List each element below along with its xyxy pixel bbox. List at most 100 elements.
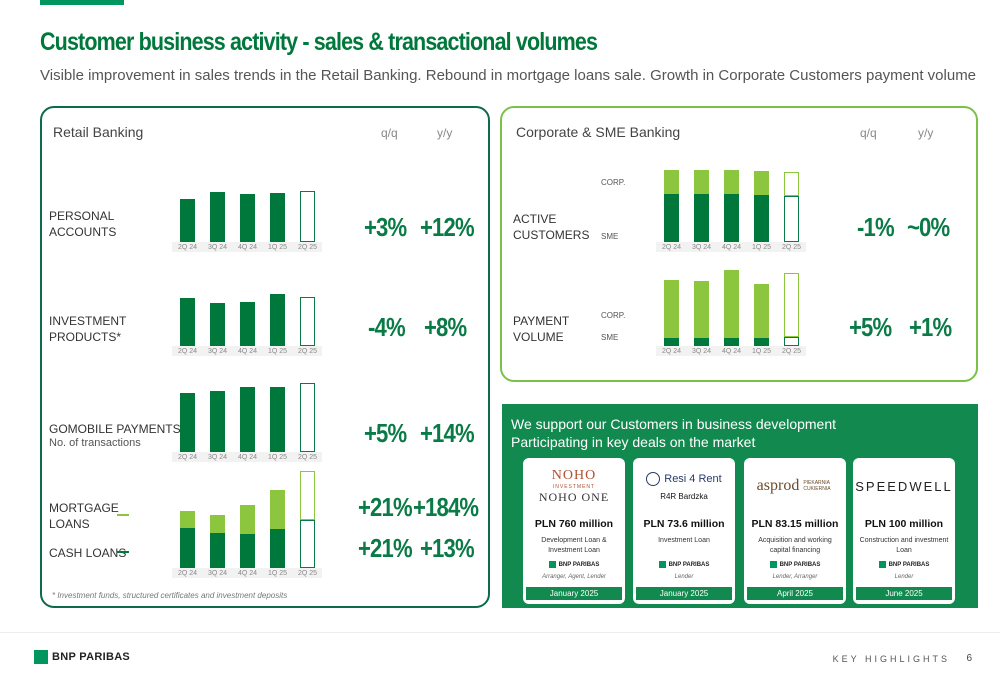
deal-date: January 2025 (526, 587, 622, 600)
asprod-logo: asprod PIEKARNIA CUKIERNIA (756, 477, 831, 494)
bar-2q25 (300, 297, 315, 346)
bar-1q25 (270, 193, 285, 242)
chart-baseline (172, 568, 322, 578)
x-tick-label: 4Q 24 (238, 244, 258, 251)
deal-role: Arranger, Agent, Lender (542, 574, 606, 580)
cash-yy: +13% (420, 533, 475, 563)
resi4rent-logo: Resi 4 Rent R4R Bardzka (633, 462, 735, 510)
bar-2q24 (180, 199, 195, 242)
chart-baseline (172, 452, 322, 462)
bar-2q25 (300, 191, 315, 242)
bar-3q24 (210, 303, 225, 346)
speedwell-logo: SPEEDWELL (855, 478, 953, 494)
bar-mortgage-4q24 (240, 505, 255, 534)
bar-1q25 (270, 294, 285, 346)
active-customers-label: ACTIVE CUSTOMERS (513, 212, 590, 242)
deal-description: Investment Loan (658, 537, 710, 544)
chart-baseline (172, 242, 322, 252)
deal-role: Lender (894, 574, 914, 580)
deal-date: January 2025 (636, 587, 732, 600)
bar-4q24 (240, 194, 255, 242)
bar-corp-4q24 (724, 270, 739, 338)
payment-corp-label: CORP. (601, 311, 626, 320)
bar-3q24 (210, 192, 225, 242)
payment-volume-qq: +5% (849, 312, 892, 342)
investment-products-yy: +8% (424, 312, 467, 342)
x-tick-label: 4Q 24 (238, 348, 258, 355)
x-tick-label: 2Q 24 (178, 348, 198, 355)
active-sme-label: SME (601, 232, 619, 241)
bar-corp-2q25 (784, 172, 799, 196)
bar-mortgage-2q25 (300, 471, 315, 520)
gomobile-yy: +14% (420, 418, 475, 448)
bar-corp-2q24 (664, 170, 679, 194)
x-tick-label: 1Q 25 (752, 244, 772, 251)
x-tick-label: 3Q 24 (692, 348, 712, 355)
bar-cash-2q25 (300, 520, 315, 568)
x-tick-label: 2Q 25 (298, 454, 318, 461)
retail-banking-panel (40, 106, 490, 608)
bar-1q25 (270, 387, 285, 452)
bar-sme-3q24 (694, 338, 709, 346)
deal-card-noho[interactable]: NOHO INVESTMENT NOHO ONE PLN 760 million… (523, 458, 625, 604)
bar-corp-2q24 (664, 280, 679, 338)
investment-products-label: INVESTMENT PRODUCTS* (49, 314, 127, 344)
deal-description: Construction and investment Loan (859, 537, 949, 554)
x-tick-label: 1Q 25 (268, 348, 288, 355)
x-tick-label: 2Q 24 (178, 244, 198, 251)
bar-4q24 (240, 387, 255, 452)
payment-volume-yy: +1% (909, 312, 952, 342)
corporate-col-yy: y/y (918, 126, 934, 140)
cash-qq: +21% (358, 533, 413, 563)
bar-sme-3q24 (694, 194, 709, 242)
x-tick-label: 1Q 25 (268, 570, 288, 577)
deal-card-asprod[interactable]: asprod PIEKARNIA CUKIERNIA PLN 83.15 mill… (744, 458, 846, 604)
corporate-panel-title: Corporate & SME Banking (516, 124, 681, 140)
chart-baseline (656, 242, 806, 252)
x-tick-label: 4Q 24 (238, 570, 258, 577)
retail-col-qq: q/q (381, 126, 398, 140)
x-tick-label: 3Q 24 (208, 348, 228, 355)
deal-description: Development Loan & Investment Loan (541, 537, 607, 554)
bar-3q24 (210, 391, 225, 452)
bar-corp-1q25 (754, 171, 769, 195)
payment-volume-chart: 2Q 24 3Q 24 4Q 24 1Q 25 2Q 25 (656, 268, 806, 356)
top-accent-bar (40, 0, 124, 5)
deal-bank: BNP PARIBAS (523, 561, 625, 568)
bar-2q24 (180, 298, 195, 346)
x-tick-label: 3Q 24 (208, 570, 228, 577)
deal-amount: PLN 100 million (864, 518, 944, 530)
x-tick-label: 3Q 24 (692, 244, 712, 251)
deal-date: June 2025 (856, 587, 952, 600)
deal-amount: PLN 73.6 million (643, 518, 725, 530)
active-customers-yy: ~0% (907, 212, 950, 242)
active-customers-qq: -1% (857, 212, 895, 242)
x-tick-label: 2Q 25 (298, 348, 318, 355)
deal-card-resi4rent[interactable]: Resi 4 Rent R4R Bardzka PLN 73.6 million… (633, 458, 735, 604)
personal-accounts-qq: +3% (364, 212, 407, 242)
cash-legend-swatch (117, 551, 129, 553)
page-title: Customer business activity - sales & tra… (40, 28, 598, 56)
bar-2q24 (180, 393, 195, 452)
chart-baseline (172, 346, 322, 356)
x-tick-label: 3Q 24 (208, 244, 228, 251)
bar-sme-2q24 (664, 194, 679, 242)
deal-bank: BNP PARIBAS (744, 561, 846, 568)
deal-card-speedwell[interactable]: SPEEDWELL PLN 100 million Construction a… (853, 458, 955, 604)
deal-date: April 2025 (747, 587, 843, 600)
gomobile-label: GOMOBILE PAYMENTS (49, 422, 181, 436)
mortgage-cash-chart: 2Q 24 3Q 24 4Q 24 1Q 25 2Q 25 (172, 471, 322, 578)
x-tick-label: 2Q 25 (782, 348, 802, 355)
gomobile-sublabel: No. of transactions (49, 437, 141, 449)
mortgage-legend-swatch (117, 514, 129, 516)
corporate-col-qq: q/q (860, 126, 877, 140)
bnp-paribas-logo: BNP PARIBAS (34, 650, 130, 664)
footer-divider (0, 632, 1000, 633)
x-tick-label: 1Q 25 (268, 244, 288, 251)
x-tick-label: 2Q 24 (178, 570, 198, 577)
gomobile-qq: +5% (364, 418, 407, 448)
footnote: * Investment funds, structured certifica… (52, 591, 288, 600)
deal-bank: BNP PARIBAS (853, 561, 955, 568)
cash-loans-label: CASH LOANS (49, 546, 127, 560)
bnp-stars-icon (34, 650, 48, 664)
